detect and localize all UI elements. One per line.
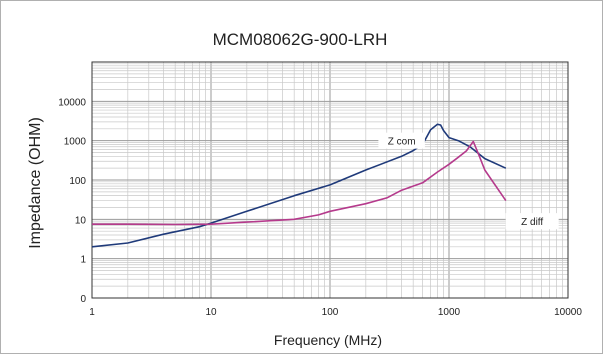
x-tick-label: 10000 <box>554 307 582 318</box>
x-tick-label: 1000 <box>438 307 461 318</box>
y-tick-label: 0 <box>80 294 86 305</box>
y-tick-label: 100 <box>69 176 86 187</box>
grid <box>91 62 568 299</box>
chart-title: MCM08062G-900-LRH <box>213 30 388 49</box>
series-layer <box>91 123 507 248</box>
annotation-label: Z com <box>388 137 416 148</box>
series-line-z-diff <box>92 140 507 226</box>
x-axis-label: Frequency (MHz) <box>274 332 382 348</box>
series-line-z-com <box>91 123 507 248</box>
y-tick-label: 10 <box>75 215 87 226</box>
x-tick-label: 100 <box>322 307 339 318</box>
y-tick-label: 10000 <box>58 97 86 108</box>
annotation-label: Z diff <box>521 217 543 228</box>
plot-area-border <box>91 61 569 299</box>
x-tick-label: 1 <box>89 307 95 318</box>
x-tick-label: 10 <box>205 307 217 318</box>
annotation-box <box>378 132 425 149</box>
annotation-box <box>505 213 559 230</box>
y-tick-label: 1 <box>80 255 86 266</box>
y-tick-label: 1000 <box>64 137 87 148</box>
annotations: Z com Z diff <box>378 132 559 230</box>
y-axis-label: Impedance (OHM) <box>27 117 44 249</box>
